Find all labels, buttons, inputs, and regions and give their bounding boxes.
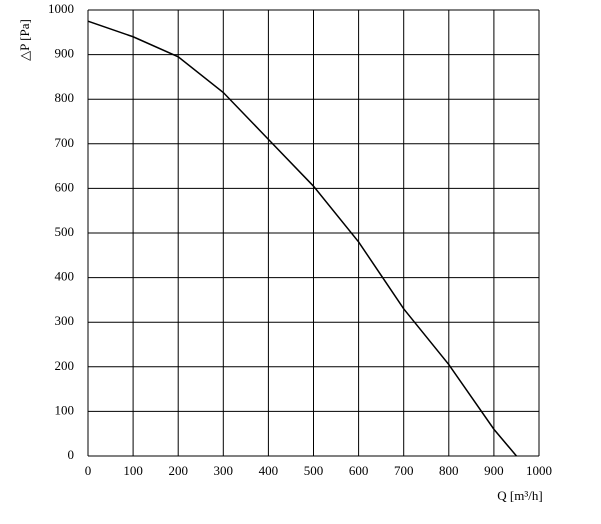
y-tick-label: 800 [55,90,75,105]
x-tick-label: 500 [304,463,324,478]
y-tick-label: 600 [55,179,75,194]
x-tick-label: 300 [214,463,234,478]
x-tick-label: 200 [168,463,188,478]
y-tick-label: 1000 [48,1,74,16]
y-tick-label: 200 [55,358,75,373]
y-tick-label: 500 [55,224,75,239]
x-tick-label: 700 [394,463,414,478]
x-tick-label: 0 [85,463,92,478]
y-tick-label: 0 [68,447,75,462]
y-tick-label: 400 [55,269,75,284]
x-tick-label: 100 [123,463,143,478]
x-tick-label: 400 [259,463,279,478]
y-tick-label: 100 [55,402,75,417]
x-tick-label: 1000 [526,463,552,478]
x-axis-label: Q [m³/h] [497,488,542,503]
y-tick-label: 300 [55,313,75,328]
y-tick-label: 900 [55,46,75,61]
x-tick-label: 900 [484,463,504,478]
y-tick-label: 700 [55,135,75,150]
x-tick-label: 800 [439,463,459,478]
y-axis-label: △P [Pa] [17,19,32,61]
curve [87,20,518,457]
x-tick-label: 600 [349,463,369,478]
